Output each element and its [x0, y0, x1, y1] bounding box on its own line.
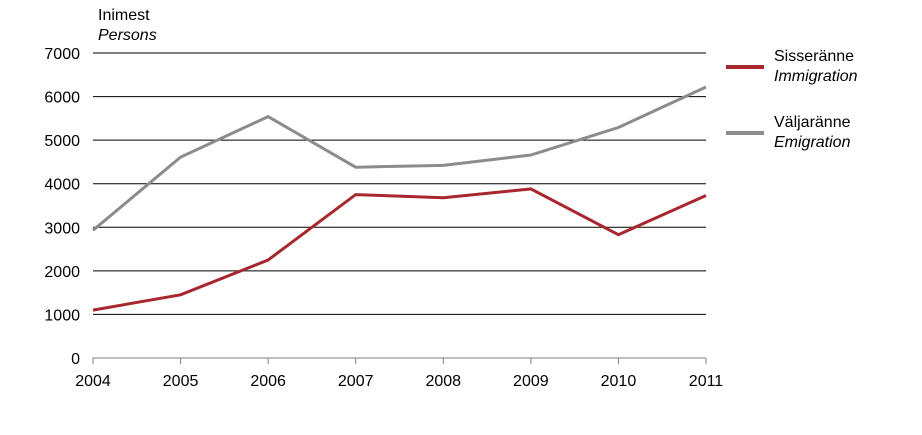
y-tick-label: 0: [71, 351, 80, 368]
legend-label-immigration-english: Immigration: [774, 68, 858, 85]
legend-label-emigration: Väljaränne: [774, 114, 851, 131]
axes: [92, 357, 707, 364]
y-tick-label: 5000: [44, 133, 80, 150]
grid-lines: [93, 52, 706, 315]
series-line-immigration: [92, 187, 707, 312]
series-lines: [92, 85, 707, 312]
x-tick-label: 2009: [513, 373, 549, 390]
y-axis-label-english: Persons: [98, 27, 157, 44]
x-tick-label: 2005: [163, 373, 199, 390]
legend-label-immigration: Sisseränne: [774, 48, 855, 65]
y-tick-label: 4000: [44, 177, 80, 194]
legend-swatch-emigration: [726, 131, 764, 135]
x-tick-label: 2011: [689, 373, 724, 390]
y-tick-label: 3000: [44, 220, 80, 237]
tick-labels: 0 1000 2000 3000 4000 5000 6000 7000 2004 2005 200…: [44, 46, 723, 390]
legend: Sisseränne Immigration Väljaränne Emigra…: [726, 48, 916, 180]
legend-swatch-immigration: [726, 65, 764, 69]
series-line-emigration: [92, 85, 707, 232]
legend-item-emigration: Väljaränne Emigration: [726, 114, 916, 156]
y-tick-label: 2000: [44, 264, 80, 281]
x-tick-label: 2008: [425, 373, 461, 390]
legend-label-emigration-english: Emigration: [774, 134, 851, 151]
y-tick-label: 6000: [44, 90, 80, 107]
legend-item-immigration: Sisseränne Immigration: [726, 48, 916, 90]
x-tick-label: 2004: [75, 373, 111, 390]
x-tick-label: 2007: [338, 373, 374, 390]
x-tick-label: 2006: [250, 373, 286, 390]
y-axis-label: Inimest: [98, 7, 150, 24]
y-tick-label: 7000: [44, 46, 80, 63]
x-tick-label: 2010: [601, 373, 637, 390]
y-tick-label: 1000: [44, 307, 80, 324]
